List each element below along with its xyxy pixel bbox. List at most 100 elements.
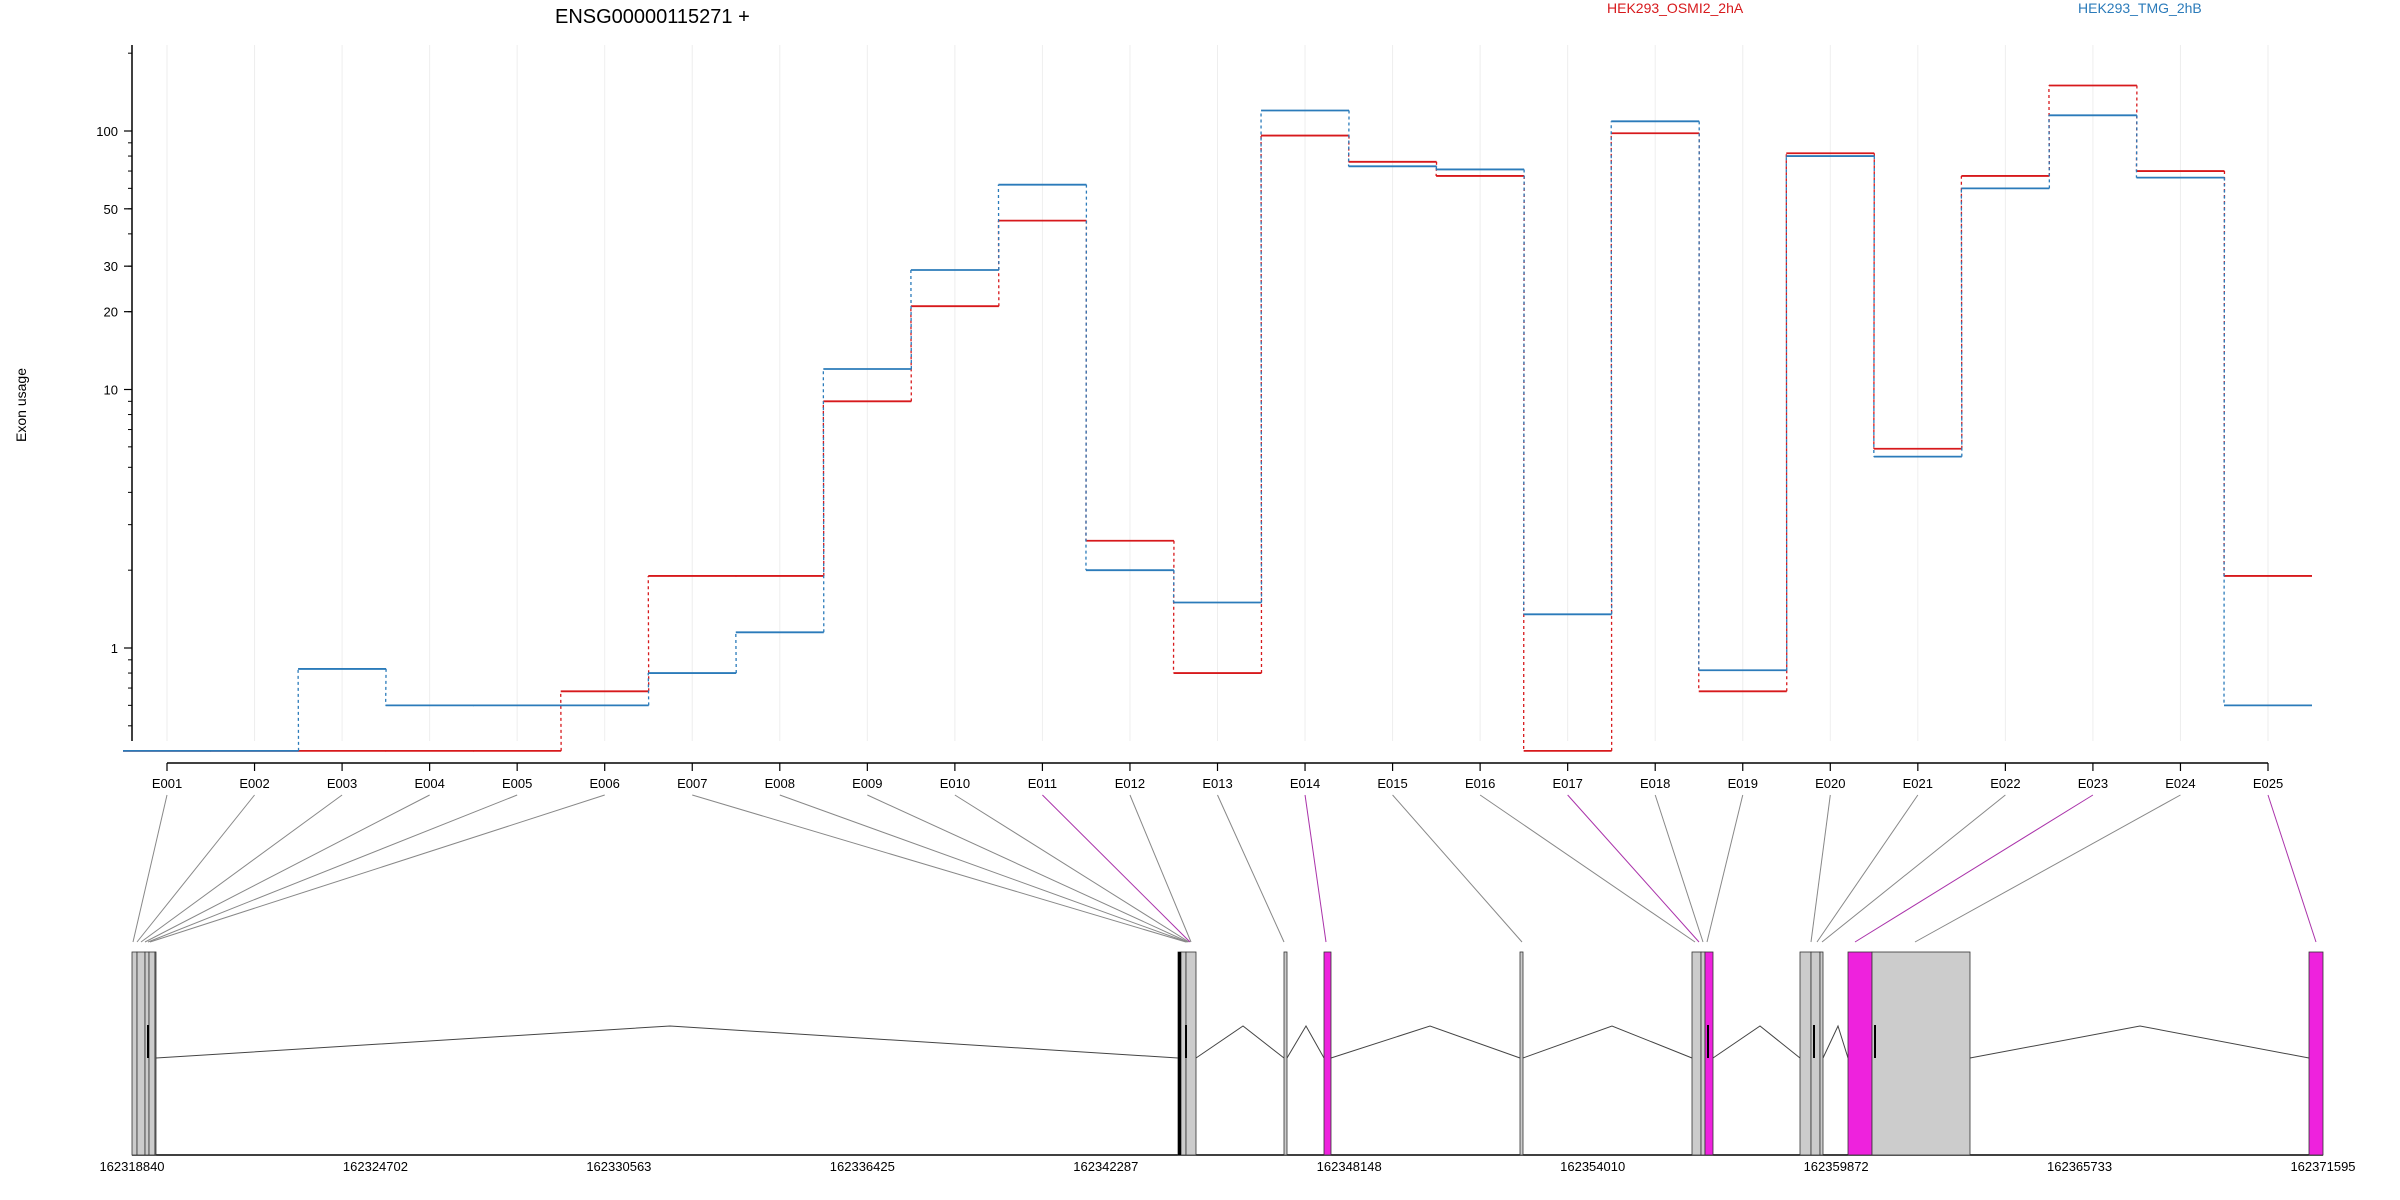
x-tick-label-e025: E025 (2253, 776, 2283, 791)
intron-line (155, 1025, 1179, 1059)
genome-coordinate-label: 162324702 (343, 1159, 408, 1174)
exon-block-e005 (154, 951, 157, 1156)
connector-e011 (1042, 794, 1191, 943)
x-tick-label-e019: E019 (1728, 776, 1758, 791)
grid-lines (166, 45, 2269, 741)
genome-coordinate-label: 162365733 (2047, 1159, 2112, 1174)
gene-model: 162318840 162324702 162330563 162336425 1623… (99, 951, 2356, 1174)
axes: 1 10 20 30 50 100 E001 E002 E003 E004 E005 E006 E007… (96, 45, 2283, 791)
exon-block-e025 (2308, 951, 2324, 1156)
connector-e007 (692, 794, 1187, 943)
connector-e001 (132, 794, 168, 943)
exon-block-e017 (1799, 951, 1812, 1156)
x-tick-label-e014: E014 (1290, 776, 1320, 791)
connector-e016 (1479, 794, 1696, 943)
connector-e024 (1914, 794, 2181, 943)
exon-connectors (132, 794, 2317, 943)
series-layer (123, 84, 2312, 752)
exon-block-e001 (131, 951, 138, 1156)
x-tick-label-e020: E020 (1815, 776, 1845, 791)
connector-e017 (1567, 794, 1700, 943)
x-tick-label-e022: E022 (1990, 776, 2020, 791)
x-tick-label-e010: E010 (940, 776, 970, 791)
x-tick-label-e005: E005 (502, 776, 532, 791)
x-tick-label-e012: E012 (1115, 776, 1145, 791)
intron-line (1822, 1024, 1849, 1059)
intron-lines (155, 1024, 2310, 1059)
genome-coordinate-label: 162318840 (99, 1159, 164, 1174)
genome-coordinate-label: 162342287 (1073, 1159, 1138, 1174)
x-tick-label-e009: E009 (852, 776, 882, 791)
exon-block-e012 (1519, 951, 1524, 1156)
series-hek293-tmg-2hb (123, 109, 2312, 752)
exon-block-e021 (1847, 951, 1873, 1156)
connector-e003 (140, 794, 343, 943)
exon-block-e011 (1323, 951, 1332, 1156)
connector-e010 (954, 794, 1190, 943)
x-tick-label-e024: E024 (2165, 776, 2195, 791)
connector-e019 (1706, 794, 1744, 943)
y-tick-label-50: 50 (104, 202, 118, 217)
x-tick-label-e015: E015 (1377, 776, 1407, 791)
x-tick-label-e011: E011 (1028, 776, 1057, 791)
x-tick-label-e016: E016 (1465, 776, 1495, 791)
exon-block-e014 (1700, 951, 1706, 1156)
x-tick-label-e008: E008 (765, 776, 795, 791)
x-tick-label-e006: E006 (590, 776, 620, 791)
connector-e020 (1810, 794, 1831, 943)
genome-coordinate-label: 162359872 (1804, 1159, 1869, 1174)
connector-e004 (144, 794, 430, 943)
exon-block-e002 (136, 951, 146, 1156)
intron-line (1286, 1025, 1325, 1059)
connector-e025 (2267, 794, 2317, 943)
exon-block-e008 (1185, 951, 1197, 1156)
x-tick-label-e007: E007 (677, 776, 707, 791)
connector-e009 (867, 794, 1189, 943)
intron-line (1712, 1025, 1801, 1059)
y-tick-label-30: 30 (104, 259, 118, 274)
connector-e021 (1816, 794, 1919, 943)
x-tick-label-e004: E004 (414, 776, 444, 791)
genome-coordinate-label: 162336425 (830, 1159, 895, 1174)
genome-coordinate-label: 162330563 (586, 1159, 651, 1174)
connector-e022 (1821, 794, 2006, 943)
x-tick-label-e002: E002 (239, 776, 269, 791)
chart-title: ENSG00000115271 + (555, 6, 750, 28)
intron-line (1330, 1025, 1521, 1059)
exon-block-e013 (1691, 951, 1702, 1156)
exon-block-e018 (1810, 951, 1821, 1156)
x-tick-label-e017: E017 (1552, 776, 1582, 791)
connector-e018 (1654, 794, 1704, 943)
y-tick-label-1: 1 (111, 641, 118, 656)
connector-e012 (1129, 794, 1192, 943)
genome-coordinate-label: 162348148 (1317, 1159, 1382, 1174)
connector-e008 (779, 794, 1188, 943)
legend-entry-tmg: HEK293_TMG_2hB (2078, 0, 2202, 16)
x-tick-label-e003: E003 (327, 776, 357, 791)
connector-e005 (147, 794, 518, 943)
x-tick-label-e001: E001 (152, 776, 182, 791)
y-tick-label-20: 20 (104, 305, 118, 320)
intron-line (1195, 1025, 1285, 1059)
exon-block-e019 (1819, 951, 1824, 1156)
x-tick-label-e023: E023 (2078, 776, 2108, 791)
y-axis-label: Exon usage (13, 368, 29, 442)
exon-block-narrow (1178, 952, 1181, 1155)
legend-entry-osmi: HEK293_OSMI2_2hA (1607, 0, 1744, 16)
y-tick-label-100: 100 (96, 124, 118, 139)
genome-coordinate-label: 162371595 (2290, 1159, 2355, 1174)
genome-coordinate-label: 162354010 (1560, 1159, 1625, 1174)
x-tick-label-e021: E021 (1903, 776, 1933, 791)
connector-e023 (1854, 794, 2094, 943)
intron-line (1522, 1025, 1693, 1059)
x-tick-label-e013: E013 (1202, 776, 1232, 791)
connector-e006 (149, 794, 605, 943)
intron-line (1969, 1025, 2310, 1059)
connector-e015 (1392, 794, 1523, 943)
y-tick-label-10: 10 (104, 383, 118, 398)
x-tick-label-e018: E018 (1640, 776, 1670, 791)
connector-e014 (1304, 794, 1327, 943)
connector-e002 (136, 794, 255, 943)
connector-e013 (1217, 794, 1285, 943)
